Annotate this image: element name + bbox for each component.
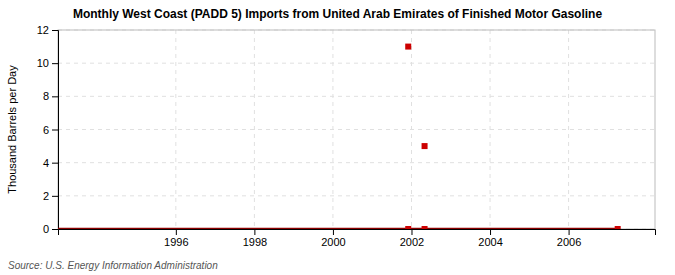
y-tick-mark bbox=[52, 96, 58, 97]
grid bbox=[58, 30, 655, 229]
marks bbox=[58, 44, 621, 229]
point bbox=[422, 226, 428, 229]
point bbox=[615, 226, 621, 229]
point bbox=[422, 143, 428, 149]
y-tick: 12 bbox=[37, 24, 58, 36]
chart-svg: 1996 1998 2000 2002 2004 2006 0 2 4 6 8 10 12 Monthly… bbox=[0, 0, 675, 275]
x-tick: 1998 bbox=[243, 229, 267, 248]
x-tick-label: 2004 bbox=[478, 236, 502, 248]
y-tick-label: 8 bbox=[43, 90, 49, 102]
grid-line-x bbox=[254, 30, 255, 229]
title: Monthly West Coast (PADD 5) Imports from… bbox=[73, 7, 602, 21]
x-tick-mark bbox=[490, 229, 491, 235]
x-tick-mark bbox=[411, 229, 412, 235]
x-tick: 2000 bbox=[321, 229, 345, 248]
y-tick: 0 bbox=[43, 223, 58, 235]
x-tick-label: 1996 bbox=[164, 236, 188, 248]
x-axis: 1996 1998 2000 2002 2004 2006 bbox=[59, 229, 656, 248]
x-tick: 2006 bbox=[557, 229, 581, 248]
y-axis-label: Thousand Barrels per Day bbox=[6, 65, 18, 194]
grid-line-x bbox=[568, 30, 569, 229]
y-tick: 8 bbox=[43, 90, 58, 102]
grid-line-x bbox=[175, 30, 176, 229]
series-line bbox=[58, 228, 618, 229]
y-tick: 6 bbox=[43, 124, 58, 136]
y-tick: 2 bbox=[43, 190, 58, 202]
grid-line-y bbox=[58, 195, 655, 196]
y-tick-mark bbox=[52, 130, 58, 131]
y-tick-label: 4 bbox=[43, 157, 49, 169]
x-tick-mark bbox=[254, 229, 255, 235]
x-tick-mark bbox=[333, 229, 334, 235]
y-tick: 10 bbox=[37, 57, 58, 69]
x-tick-label: 2002 bbox=[400, 236, 424, 248]
x-tick: 1996 bbox=[164, 229, 188, 248]
x-tick-mark bbox=[176, 229, 177, 235]
x-tick-mark bbox=[569, 229, 570, 235]
plot-frame bbox=[58, 30, 655, 229]
x-axis-line bbox=[59, 230, 656, 236]
y-tick-label: 6 bbox=[43, 124, 49, 136]
plot-area: 1996 1998 2000 2002 2004 2006 0 2 4 6 8 10 12 bbox=[37, 24, 656, 248]
source-note: Source: U.S. Energy Information Administ… bbox=[8, 260, 218, 271]
y-axis-line bbox=[52, 31, 59, 230]
grid-line-y bbox=[58, 162, 655, 163]
y-tick-mark bbox=[52, 163, 58, 164]
y-tick-label: 2 bbox=[43, 190, 49, 202]
grid-line-y bbox=[58, 129, 655, 130]
y-tick-mark bbox=[52, 229, 58, 230]
x-tick-label: 1998 bbox=[243, 236, 267, 248]
y-tick-label: 12 bbox=[37, 24, 49, 36]
x-tick-label: 2000 bbox=[321, 236, 345, 248]
x-tick: 2002 bbox=[400, 229, 424, 248]
y-tick-mark bbox=[52, 196, 58, 197]
y-tick-mark bbox=[52, 63, 58, 64]
y-axis: 0 2 4 6 8 10 12 bbox=[37, 24, 59, 235]
grid-line-y bbox=[58, 96, 655, 97]
point bbox=[405, 44, 411, 50]
y-tick-mark bbox=[52, 30, 58, 31]
y-tick-label: 0 bbox=[43, 223, 49, 235]
grid-line-y bbox=[58, 63, 655, 64]
y-tick-label: 10 bbox=[37, 57, 49, 69]
chart-container: 1996 1998 2000 2002 2004 2006 0 2 4 6 8 10 12 Monthly… bbox=[0, 0, 675, 275]
x-tick: 2004 bbox=[478, 229, 502, 248]
y-tick: 4 bbox=[43, 157, 58, 169]
point bbox=[405, 226, 411, 229]
x-tick-label: 2006 bbox=[557, 236, 581, 248]
